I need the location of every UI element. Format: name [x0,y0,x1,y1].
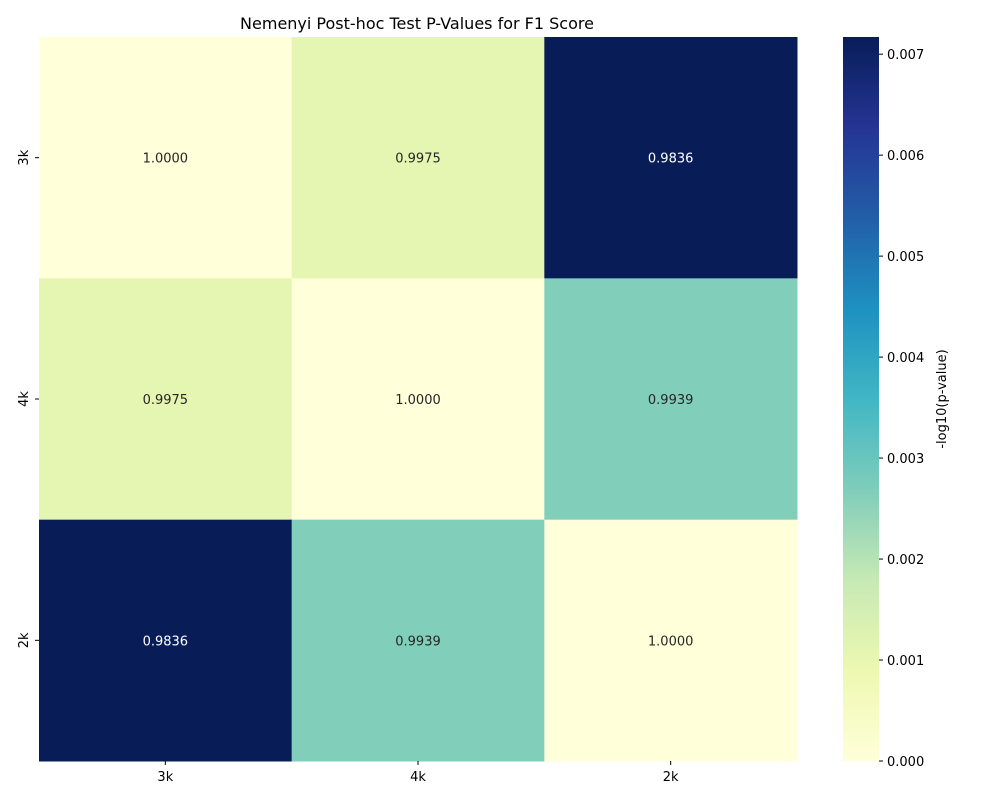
cell-value-label: 0.9975 [395,152,441,167]
heatmap-cell [291,519,545,762]
colorbar-tick-label: 0.000 [887,755,924,770]
heatmap-cell [544,519,798,762]
colorbar: 0.000 0.001 0.002 0.003 0.004 0.005 0.006 0.007… [843,37,950,770]
chart-title: Nemenyi Post-hoc Test P-Values for F1 Sc… [240,14,594,33]
x-tick-label: 2k [663,770,679,785]
cell-value-label: 0.9836 [143,634,189,649]
heatmap-cell [291,278,545,521]
cell-value-label: 0.9836 [648,152,694,167]
x-tick-label: 3k [157,770,173,785]
colorbar-tick-label: 0.002 [887,553,924,568]
cell-value-label: 0.9975 [143,393,189,408]
colorbar-tick-label: 0.003 [887,452,924,467]
cell-value-label: 1.0000 [648,634,694,649]
colorbar-tick-label: 0.007 [887,48,924,63]
heatmap-cell [544,37,798,279]
colorbar-tick-label: 0.001 [887,654,924,669]
colorbar-tick-label: 0.005 [887,250,924,265]
colorbar-tick-label: 0.006 [887,149,924,164]
cell-value-label: 1.0000 [395,393,441,408]
cell-value-label: 0.9939 [648,393,694,408]
x-axis: 3k 4k 2k [157,761,679,785]
y-tick-label: 2k [17,632,32,648]
heatmap-cell [39,278,293,521]
colorbar-ticks: 0.000 0.001 0.002 0.003 0.004 0.005 0.006 0.007 [879,48,924,770]
heatmap-cell [39,519,293,762]
y-tick-label: 4k [17,391,32,407]
heatmap-cell [39,37,293,279]
colorbar-tick-label: 0.004 [887,351,924,366]
colorbar-gradient [843,37,879,761]
heatmap-cells: 1.0000 0.9975 0.9836 0.9975 1.0000 0.9939 0.98… [39,37,798,762]
colorbar-label: -log10(p-value) [935,349,950,448]
x-tick-label: 4k [410,770,426,785]
heatmap-cell [544,278,798,521]
y-tick-label: 3k [17,149,32,165]
cell-value-label: 1.0000 [143,152,189,167]
y-axis: 3k 4k 2k [17,149,39,648]
heatmap-cell [291,37,545,279]
cell-value-label: 0.9939 [395,634,441,649]
